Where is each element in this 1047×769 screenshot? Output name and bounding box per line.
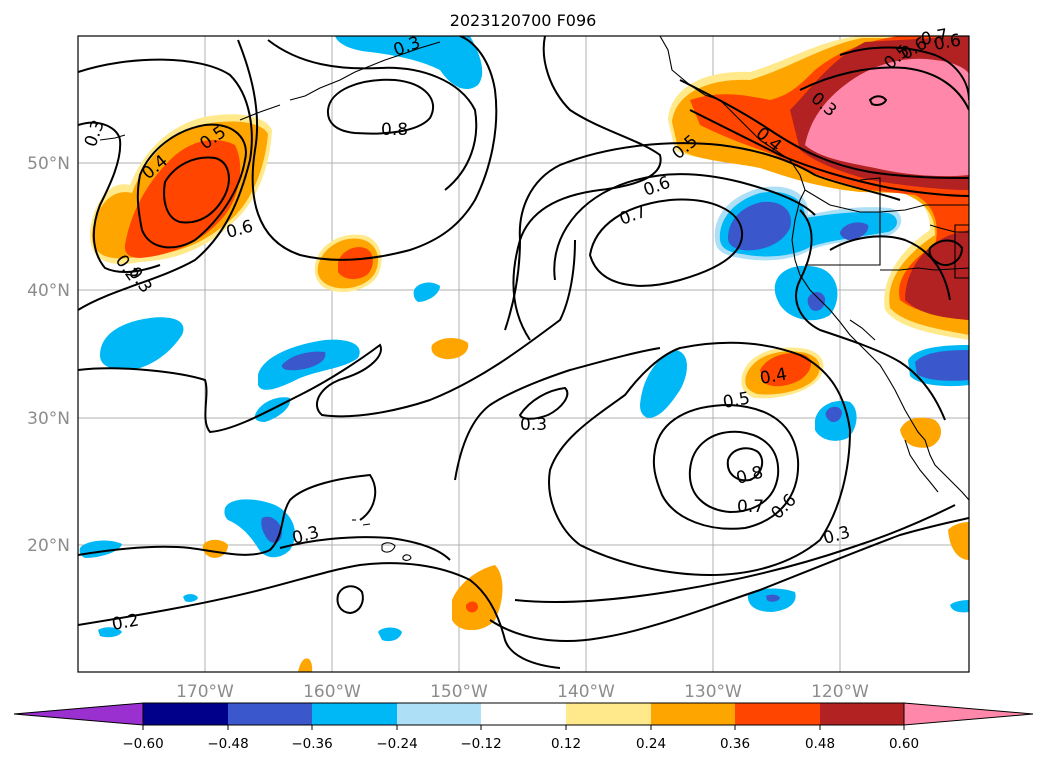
colorbar-segment <box>312 703 397 725</box>
lon-label-140w: 140°W <box>557 682 615 702</box>
lon-label-170w: 170°W <box>176 682 234 702</box>
cold-anomaly-small-5 <box>98 627 122 638</box>
colorbar-segment <box>651 703 735 725</box>
cold-anomaly-hawaii-west-blue <box>261 516 282 543</box>
contour-label: 0.2 <box>110 611 140 635</box>
map-title: 2023120700 F096 <box>450 11 597 30</box>
cold-anomaly-california-blue <box>807 292 826 311</box>
colorbar-tick-label: 0.12 <box>551 736 581 752</box>
lat-label-20n: 20°N <box>27 536 70 556</box>
lat-label-30n: 30°N <box>27 409 70 429</box>
contour-label: 0.6 <box>932 31 962 55</box>
cold-anomaly-small-6 <box>950 600 969 613</box>
contour-label: 0.7 <box>919 26 949 50</box>
warm-anomaly-central-red <box>338 247 373 280</box>
cold-anomaly-small-7 <box>183 594 198 602</box>
cold-anomaly-west-1 <box>100 317 184 370</box>
colorbar-outline <box>142 702 905 726</box>
colorbar-segment <box>143 703 228 725</box>
colorbar-tick-label: −0.60 <box>122 736 163 752</box>
warm-anomaly-small-2-red <box>466 601 478 613</box>
colorbar-segment <box>228 703 312 725</box>
colorbar-extend-high <box>903 702 1034 726</box>
colorbar-segment <box>397 703 481 725</box>
colorbar-tick-label: 0.48 <box>805 736 835 752</box>
contour-label: 0.3 <box>520 415 547 435</box>
cold-anomaly-small-3 <box>413 282 440 302</box>
colorbar: −0.60 −0.48 −0.36 −0.24 −0.12 0.12 0.24 … <box>13 702 1034 752</box>
colorbar-segment <box>820 703 904 725</box>
cold-anomaly-east-edge-blue <box>915 350 969 381</box>
map-frame <box>77 35 970 673</box>
warm-anomaly-small-6 <box>298 658 313 672</box>
warm-anomaly-subtropical-red <box>760 353 812 387</box>
warm-anomaly-northwest-red <box>124 140 241 258</box>
warm-anomaly-small-5 <box>948 522 969 560</box>
longitude-labels: 170°W 160°W 150°W 140°W 130°W 120°W <box>176 682 869 702</box>
colorbar-tick-label: −0.12 <box>460 736 501 752</box>
contour-label: 0.7 <box>737 497 764 517</box>
warm-anomaly-northeast-firebrick-south <box>905 230 969 320</box>
warm-anomaly-northeast-pink <box>805 58 969 177</box>
cold-anomaly-hawaii-west <box>224 499 295 558</box>
cold-anomaly-small-2-blue <box>766 594 780 602</box>
colorbar-tick-label: −0.48 <box>207 736 248 752</box>
contour-label: 0.4 <box>758 365 788 389</box>
lon-label-120w: 120°W <box>811 682 869 702</box>
cold-anomaly-top <box>335 36 483 90</box>
cold-anomaly-subtropic-1 <box>640 350 687 418</box>
contour-label: 0.8 <box>381 120 408 140</box>
colorbar-tick-label: −0.36 <box>291 736 332 752</box>
contour-label: 0.5 <box>721 389 751 413</box>
warm-anomaly-small-3 <box>900 417 942 448</box>
colorbar-tick-label: −0.24 <box>376 736 417 752</box>
colorbar-tick-label: 0.60 <box>889 736 919 752</box>
warm-anomaly-small-2 <box>452 565 503 631</box>
latitude-labels: 50°N 40°N 30°N 20°N <box>27 154 70 556</box>
colorbar-extend-low <box>13 702 144 726</box>
colorbar-segment <box>566 703 651 725</box>
cold-anomaly-subtropic-2-blue <box>825 406 842 422</box>
lat-label-50n: 50°N <box>27 154 70 174</box>
colorbar-ticks <box>142 725 905 730</box>
warm-anomaly-small-1 <box>431 337 469 360</box>
colorbar-segment <box>735 703 820 725</box>
lon-label-130w: 130°W <box>684 682 742 702</box>
coastlines <box>99 36 969 561</box>
cold-anomaly-coastal-blue <box>728 201 791 251</box>
cold-anomaly-central-1-blue <box>281 351 326 371</box>
colorbar-segment <box>481 703 566 725</box>
colorbar-tick-label: 0.24 <box>636 736 666 752</box>
lon-label-150w: 150°W <box>430 682 488 702</box>
lat-label-40n: 40°N <box>27 281 70 301</box>
contour-lines <box>78 36 969 669</box>
cold-anomaly-coastal-blue-2 <box>840 222 869 240</box>
cold-anomaly-small-4 <box>378 627 402 642</box>
colorbar-tick-label: 0.36 <box>720 736 750 752</box>
lon-label-160w: 160°W <box>303 682 361 702</box>
